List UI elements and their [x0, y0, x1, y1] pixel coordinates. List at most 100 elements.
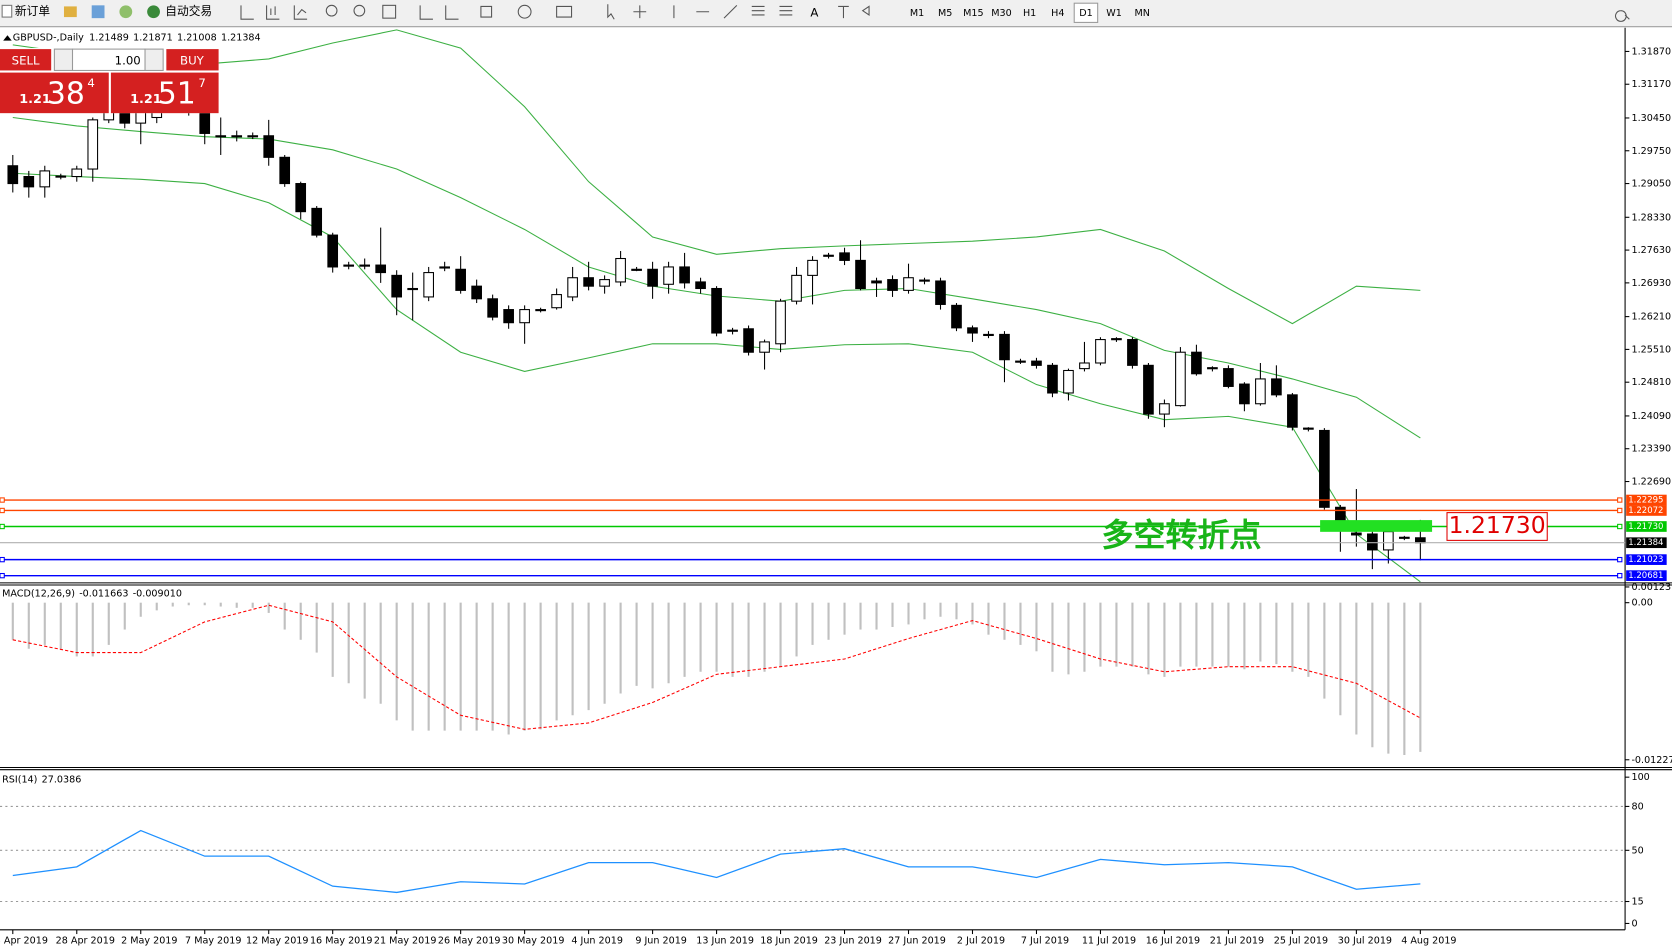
highlight-bar [1320, 520, 1433, 532]
x-tick-label: 12 May 2019 [246, 935, 309, 946]
candle-body [727, 329, 738, 332]
sell-button[interactable] [0, 49, 52, 71]
y-tick-label: 15 [1631, 897, 1643, 908]
text-tool[interactable]: A [810, 5, 818, 19]
candle-body [487, 298, 498, 318]
search[interactable] [1615, 10, 1630, 22]
timeframe[interactable]: W1 [1106, 8, 1122, 19]
candle-body [1143, 364, 1154, 415]
new-order-button[interactable]: 新订单 [1, 4, 50, 18]
candle-body [855, 259, 866, 290]
level-tag-label: 1.21023 [1628, 555, 1663, 565]
chart-type-icons[interactable] [240, 5, 308, 20]
buy-price-box[interactable] [110, 72, 219, 114]
timeframe[interactable]: MN [1135, 8, 1150, 19]
level-handle[interactable] [1617, 523, 1623, 530]
timeframe[interactable]: M30 [991, 8, 1011, 19]
close: 1.21384 [221, 32, 261, 43]
level-handle[interactable] [0, 572, 5, 579]
level-handle[interactable] [1617, 497, 1623, 503]
timeframe[interactable]: H1 [1023, 8, 1036, 19]
high: 1.21871 [133, 32, 173, 43]
main-plot [7, 29, 1426, 583]
buy-button[interactable] [166, 49, 219, 71]
active-timeframe [1073, 2, 1099, 23]
x-tick-label: 4 Jun 2019 [571, 935, 623, 946]
candle-body [471, 285, 482, 300]
level-handle[interactable] [1617, 556, 1623, 563]
misc-icons[interactable] [419, 4, 573, 20]
icon[interactable] [63, 6, 77, 18]
tile[interactable] [382, 4, 397, 19]
sell-label[interactable]: SELL [12, 53, 40, 67]
x-tick-label: 21 Jul 2019 [1210, 935, 1264, 946]
icon[interactable] [119, 5, 133, 19]
zoom-in[interactable] [325, 4, 338, 17]
timeframe[interactable]: M1 [910, 8, 924, 19]
draw-tools[interactable] [607, 4, 793, 20]
candle-body [1383, 531, 1394, 551]
timeframe[interactable]: M15 [963, 8, 983, 19]
x-tick-label: 16 May 2019 [310, 935, 373, 946]
candle-body [215, 135, 227, 138]
buy-big: 1.21 [130, 92, 162, 107]
candle-body [807, 259, 818, 276]
icon [1, 4, 13, 18]
candle-body [903, 277, 914, 291]
level-handle[interactable] [1617, 507, 1623, 514]
symbol: GBPUSD-,Daily [13, 32, 84, 43]
lot-down[interactable] [53, 48, 74, 71]
level-tag [1626, 494, 1667, 506]
level-handle[interactable] [1617, 572, 1623, 579]
y-tick-label: 1.29050 [1631, 179, 1671, 190]
level-handle[interactable] [0, 497, 5, 503]
candle-body [695, 281, 706, 290]
timeframe[interactable]: M5 [938, 8, 952, 19]
candle-body [711, 287, 722, 334]
candle-body [535, 309, 546, 312]
candle-body [327, 234, 339, 268]
candle-body [311, 207, 323, 236]
y-tick-label: 1.22690 [1631, 477, 1671, 488]
x-tick-label: 28 Apr 2019 [56, 935, 115, 946]
x-tick-label: 27 Jun 2019 [888, 935, 946, 946]
level-handle[interactable] [0, 556, 5, 563]
text-tools[interactable] [838, 5, 870, 19]
sell-price-box[interactable] [0, 72, 109, 114]
trade-panel: SELL 1.00 BUY 1.21 38 4 1.21 51 7 [0, 48, 219, 114]
timeframe[interactable]: D1 [1079, 8, 1092, 19]
timeframes: M1 M5 M15 M30 H1 H4 D1 W1 MN [910, 2, 1150, 23]
candle-body [455, 268, 466, 291]
collapse-icon[interactable] [3, 35, 12, 41]
lot-up[interactable] [144, 48, 164, 71]
rsi-line [12, 829, 1421, 894]
x-tick-label: 7 May 2019 [185, 935, 241, 946]
zoom-out[interactable] [353, 4, 366, 17]
candle-body [279, 156, 291, 185]
buy-label[interactable]: BUY [180, 53, 205, 67]
icon[interactable] [91, 5, 105, 19]
candle-body [1095, 339, 1106, 364]
y-tick-label: 50 [1631, 845, 1643, 856]
candle-body [247, 135, 259, 138]
candle-body [935, 280, 946, 305]
y-tick-label: -0.012277 [1631, 755, 1672, 766]
candle-body [23, 175, 35, 188]
candle-body [999, 333, 1010, 361]
candle-body [87, 119, 99, 170]
auto-trading-button[interactable]: 自动交易 [147, 4, 212, 18]
candle-body [119, 111, 131, 124]
candle-body [823, 254, 834, 257]
y-tick-label: 1.30450 [1631, 113, 1671, 124]
level-handle[interactable] [0, 523, 5, 530]
y-tick-label: 1.24810 [1631, 377, 1671, 388]
candle-body [1223, 368, 1234, 387]
y-tick-label: 1.26210 [1631, 312, 1671, 323]
level-tag [1626, 521, 1667, 532]
timeframe[interactable]: H4 [1051, 8, 1064, 19]
x-tick-label: 16 Jul 2019 [1146, 935, 1200, 946]
sell-big: 1.21 [19, 92, 51, 107]
candle-body [615, 257, 626, 283]
level-handle[interactable] [0, 507, 5, 514]
